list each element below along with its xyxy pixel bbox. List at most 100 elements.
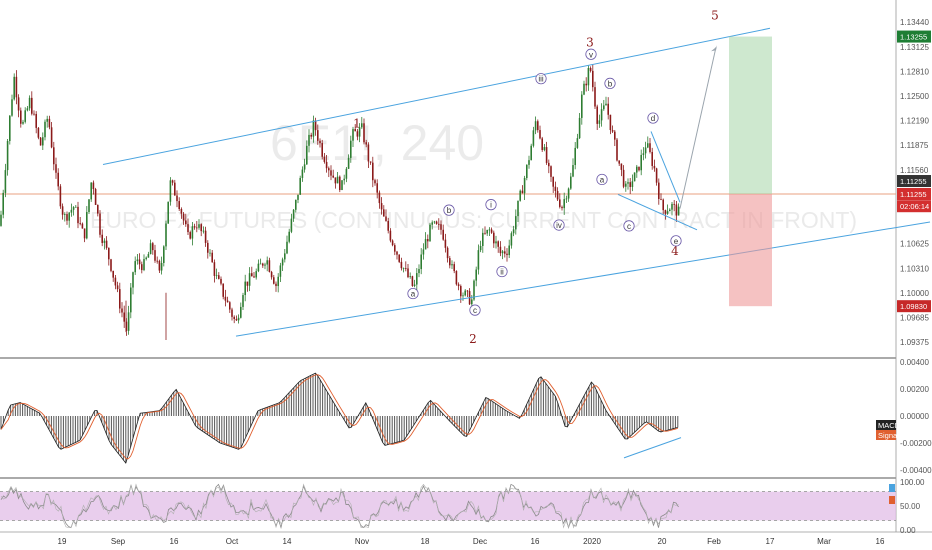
candle-body	[611, 130, 614, 132]
candle-body	[123, 312, 125, 322]
subwave-label-iii: iii	[538, 75, 544, 84]
candle-body	[193, 226, 196, 228]
candle-body	[482, 232, 484, 246]
candle-body	[433, 221, 436, 223]
candle-body	[477, 250, 480, 270]
candle-body	[231, 309, 233, 317]
axes: 1.13440 1.13125 1.12810 1.12500 1.12190 1.118…	[58, 18, 932, 546]
candle-body	[625, 183, 627, 187]
candle-body	[578, 117, 581, 139]
candle-body	[114, 277, 117, 286]
candle-body	[592, 70, 594, 88]
subwave-circle	[469, 304, 481, 316]
candle-body	[407, 268, 409, 278]
candle-body	[554, 186, 557, 191]
candle-body	[138, 259, 141, 265]
candle-body	[288, 231, 290, 242]
candle-body	[169, 180, 172, 202]
candle-body	[24, 110, 26, 122]
macd-tick-label: 0.00400	[900, 358, 929, 367]
candle-body	[548, 162, 550, 167]
candle-body	[273, 277, 275, 284]
candle-body	[363, 123, 365, 143]
stoch-tick-label: 50.00	[900, 502, 921, 511]
candle-body	[275, 283, 277, 287]
candle-body	[528, 160, 530, 165]
candle-body	[517, 200, 519, 217]
candle-body	[431, 222, 433, 225]
candle-body	[251, 273, 253, 277]
subwave-label-c: c	[627, 222, 631, 231]
stochastic-pane[interactable]	[0, 483, 896, 530]
candle-body	[361, 123, 363, 128]
candle-body	[116, 285, 119, 290]
candle-body	[94, 189, 97, 205]
candle-body	[145, 257, 147, 260]
price-tag-label: 1.09830	[900, 302, 927, 311]
candle-body	[627, 182, 629, 184]
candle-body	[521, 190, 524, 194]
candle-body	[204, 230, 207, 243]
price-pane[interactable]	[0, 64, 896, 341]
macd-legend-label: Signal	[878, 431, 899, 440]
subwave-label-b: b	[447, 206, 452, 215]
candle-body	[53, 147, 55, 165]
candle-body	[334, 177, 337, 184]
candle-body	[308, 134, 310, 146]
macd-histogram	[0, 373, 679, 463]
subwave-circle	[535, 73, 547, 85]
signal-line	[0, 374, 678, 460]
candle-body	[446, 247, 449, 259]
subwave-label-i: i	[490, 201, 492, 210]
candle-body	[77, 206, 79, 224]
candle-body	[383, 209, 385, 217]
candle-body	[211, 252, 213, 263]
candle-body	[413, 284, 416, 286]
price-tick-label: 1.09375	[900, 338, 929, 347]
projection-arrowhead	[711, 45, 717, 52]
candle-body	[224, 296, 227, 301]
candle-body	[638, 166, 640, 171]
wave-label-4: 4	[671, 244, 679, 258]
candle-body	[460, 286, 462, 297]
candle-body	[262, 263, 264, 266]
candle-body	[636, 166, 638, 173]
date-tick-label: 20	[658, 537, 667, 546]
date-tick-label: 19	[58, 537, 67, 546]
subwave-label-iv: iv	[556, 221, 562, 230]
candle-body	[350, 140, 352, 158]
candle-body	[552, 176, 554, 187]
candle-body	[48, 118, 51, 128]
candle-body	[675, 204, 678, 216]
candle-body	[372, 162, 374, 181]
date-tick-label: Mar	[817, 537, 831, 546]
candle-body	[264, 264, 266, 266]
candle-body	[185, 220, 187, 225]
candle-body	[438, 223, 440, 225]
candle-body	[669, 209, 671, 212]
price-tag	[897, 30, 931, 43]
candle-body	[180, 208, 183, 214]
candle-body	[4, 170, 7, 193]
macd-tick-label: 0.00000	[900, 412, 929, 421]
candle-body	[570, 176, 572, 189]
candle-body	[149, 243, 152, 255]
candle-body	[504, 251, 506, 254]
candle-body	[576, 138, 579, 148]
subwave-circle	[604, 77, 616, 90]
candle-body	[473, 280, 475, 300]
candle-body	[132, 272, 134, 288]
candle-body	[402, 268, 405, 269]
candle-body	[9, 115, 11, 142]
candle-body	[354, 129, 356, 132]
candle-body	[394, 245, 396, 252]
candle-body	[449, 258, 451, 266]
stoch-tick-label: 0.00	[900, 526, 916, 535]
candle-body	[37, 127, 40, 138]
candle-body	[222, 283, 224, 297]
candle-body	[495, 241, 497, 244]
candle-body	[451, 264, 453, 266]
candle-body	[143, 259, 145, 271]
